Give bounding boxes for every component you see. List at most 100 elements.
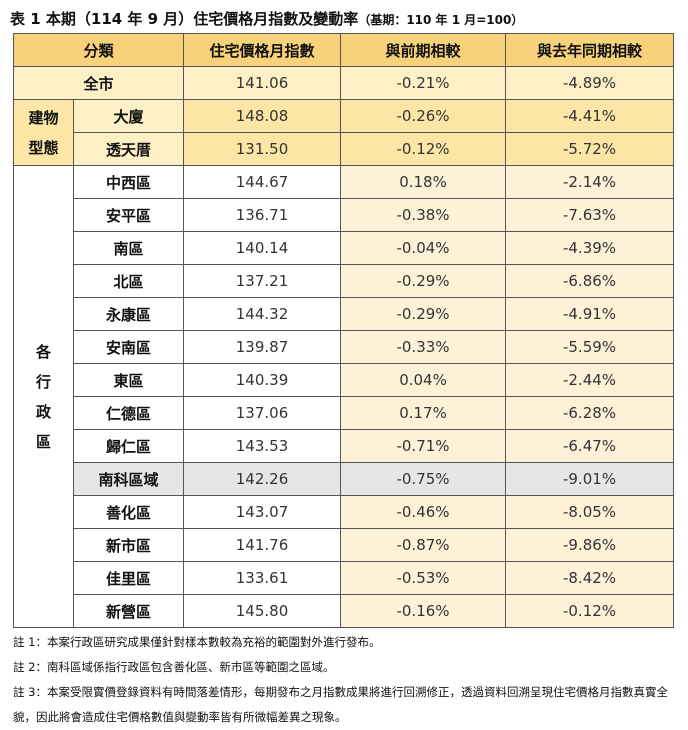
value-cell: 0.17% [340, 396, 507, 430]
group-label-cell: 建物型態 [13, 99, 74, 166]
table-body: 全市 141.06 -0.21% -4.89% 建物型態 大廈 148.08 -0.26% -4… [12, 66, 675, 628]
value-cell: 137.21 [183, 264, 342, 298]
notes: 註 1：本案行政區研究成果僅針對樣本數較為充裕的範圍對外進行發布。註 2：南科區… [13, 630, 675, 730]
value-cell: -9.86% [505, 528, 675, 562]
value-cell: -0.21% [340, 66, 507, 100]
value-cell: -4.39% [505, 231, 675, 265]
data-row: 仁德區 137.06 0.17% -6.28% [14, 396, 675, 430]
value-cell: -0.12% [505, 594, 675, 628]
value-cell: 140.39 [183, 363, 342, 397]
row-label: 佳里區 [72, 561, 185, 595]
value-cell: 137.06 [183, 396, 342, 430]
value-cell: -6.47% [505, 429, 675, 463]
header-cell: 與前期相較 [340, 33, 507, 67]
note: 註 3：本案受限實價登錄資料有時間落差情形，每期發布之月指數成果將進行回溯修正，… [13, 685, 668, 724]
value-cell: 141.06 [183, 66, 342, 100]
row-label: 新營區 [72, 594, 185, 628]
value-cell: 0.18% [340, 165, 507, 199]
row-label: 全市 [12, 66, 185, 100]
data-row: 安南區 139.87 -0.33% -5.59% [14, 330, 675, 364]
row-label: 南科區域 [72, 462, 185, 496]
data-row: 東區 140.39 0.04% -2.44% [14, 363, 675, 397]
row-label: 安平區 [72, 198, 185, 232]
total-row: 全市 141.06 -0.21% -4.89% [12, 66, 675, 100]
row-label: 北區 [72, 264, 185, 298]
value-cell: 140.14 [183, 231, 342, 265]
value-cell: -0.26% [340, 99, 507, 133]
row-label: 透天厝 [72, 132, 185, 166]
data-row: 永康區 144.32 -0.29% -4.91% [14, 297, 675, 331]
value-cell: -0.29% [340, 264, 507, 298]
value-cell: 143.53 [183, 429, 342, 463]
value-cell: 148.08 [183, 99, 342, 133]
value-cell: 139.87 [183, 330, 342, 364]
row-label: 善化區 [72, 495, 185, 529]
note: 註 1：本案行政區研究成果僅針對樣本數較為充裕的範圍對外進行發布。 [13, 635, 381, 649]
value-cell: -8.05% [505, 495, 675, 529]
value-cell: -0.38% [340, 198, 507, 232]
value-cell: -0.29% [340, 297, 507, 331]
data-row: 安平區 136.71 -0.38% -7.63% [14, 198, 675, 232]
value-cell: -2.44% [505, 363, 675, 397]
header-cell: 住宅價格月指數 [183, 33, 342, 67]
row-label: 大廈 [72, 99, 185, 133]
value-cell: 144.67 [183, 165, 342, 199]
value-cell: -0.12% [340, 132, 507, 166]
value-cell: 0.04% [340, 363, 507, 397]
value-cell: -0.46% [340, 495, 507, 529]
row-label: 仁德區 [72, 396, 185, 430]
data-row: 新營區 145.80 -0.16% -0.12% [14, 594, 675, 628]
value-cell: -0.75% [340, 462, 507, 496]
value-cell: -0.53% [340, 561, 507, 595]
value-cell: -0.16% [340, 594, 507, 628]
value-cell: 136.71 [183, 198, 342, 232]
data-row: 新市區 141.76 -0.87% -9.86% [14, 528, 675, 562]
data-row: 歸仁區 143.53 -0.71% -6.47% [14, 429, 675, 463]
row-label: 永康區 [72, 297, 185, 331]
data-row: 善化區 143.07 -0.46% -8.05% [14, 495, 675, 529]
row-label: 安南區 [72, 330, 185, 364]
value-cell: -5.72% [505, 132, 675, 166]
row-label: 歸仁區 [72, 429, 185, 463]
data-row: 各行政區 中西區 144.67 0.18% -2.14% [13, 165, 675, 628]
value-cell: 141.76 [183, 528, 342, 562]
value-cell: -6.86% [505, 264, 675, 298]
value-cell: -8.42% [505, 561, 675, 595]
value-cell: 145.80 [183, 594, 342, 628]
header-cell: 分類 [12, 33, 185, 67]
data-row: 透天厝 131.50 -0.12% -5.72% [14, 132, 675, 166]
value-cell: 133.61 [183, 561, 342, 595]
value-cell: -5.59% [505, 330, 675, 364]
group-label-cell: 各行政區 [13, 165, 74, 628]
header-cell: 與去年同期相較 [505, 33, 675, 67]
data-row: 南科區域 142.26 -0.75% -9.01% [14, 462, 675, 496]
index-table: 分類 住宅價格月指數 與前期相較 與去年同期相較 全市 141.06 -0.21% -4.8… [12, 33, 675, 628]
value-cell: -9.01% [505, 462, 675, 496]
value-cell: -0.71% [340, 429, 507, 463]
group-label: 建物型態 [28, 108, 59, 157]
row-label: 南區 [72, 231, 185, 265]
data-row: 北區 137.21 -0.29% -6.86% [14, 264, 675, 298]
value-cell: 142.26 [183, 462, 342, 496]
title: 表 1 本期（114 年 9 月）住宅價格月指數及變動率 [10, 10, 359, 28]
value-cell: -4.91% [505, 297, 675, 331]
data-row: 佳里區 133.61 -0.53% -8.42% [14, 561, 675, 595]
value-cell: -6.28% [505, 396, 675, 430]
value-cell: 144.32 [183, 297, 342, 331]
row-label: 東區 [72, 363, 185, 397]
header-row: 分類 住宅價格月指數 與前期相較 與去年同期相較 [12, 33, 675, 67]
data-row: 南區 140.14 -0.04% -4.39% [14, 231, 675, 265]
note: 註 2：南科區域係指行政區包含善化區、新市區等範圍之區域。 [13, 660, 335, 674]
value-cell: -0.87% [340, 528, 507, 562]
row-label: 中西區 [72, 165, 185, 199]
value-cell: -4.89% [505, 66, 675, 100]
data-row: 建物型態 大廈 148.08 -0.26% -4.41% [13, 99, 675, 166]
value-cell: 131.50 [183, 132, 342, 166]
value-cell: -7.63% [505, 198, 675, 232]
value-cell: -4.41% [505, 99, 675, 133]
value-cell: -0.33% [340, 330, 507, 364]
title-line: 表 1 本期（114 年 9 月）住宅價格月指數及變動率（基期：110 年 1 … [10, 8, 523, 29]
value-cell: -0.04% [340, 231, 507, 265]
value-cell: -2.14% [505, 165, 675, 199]
